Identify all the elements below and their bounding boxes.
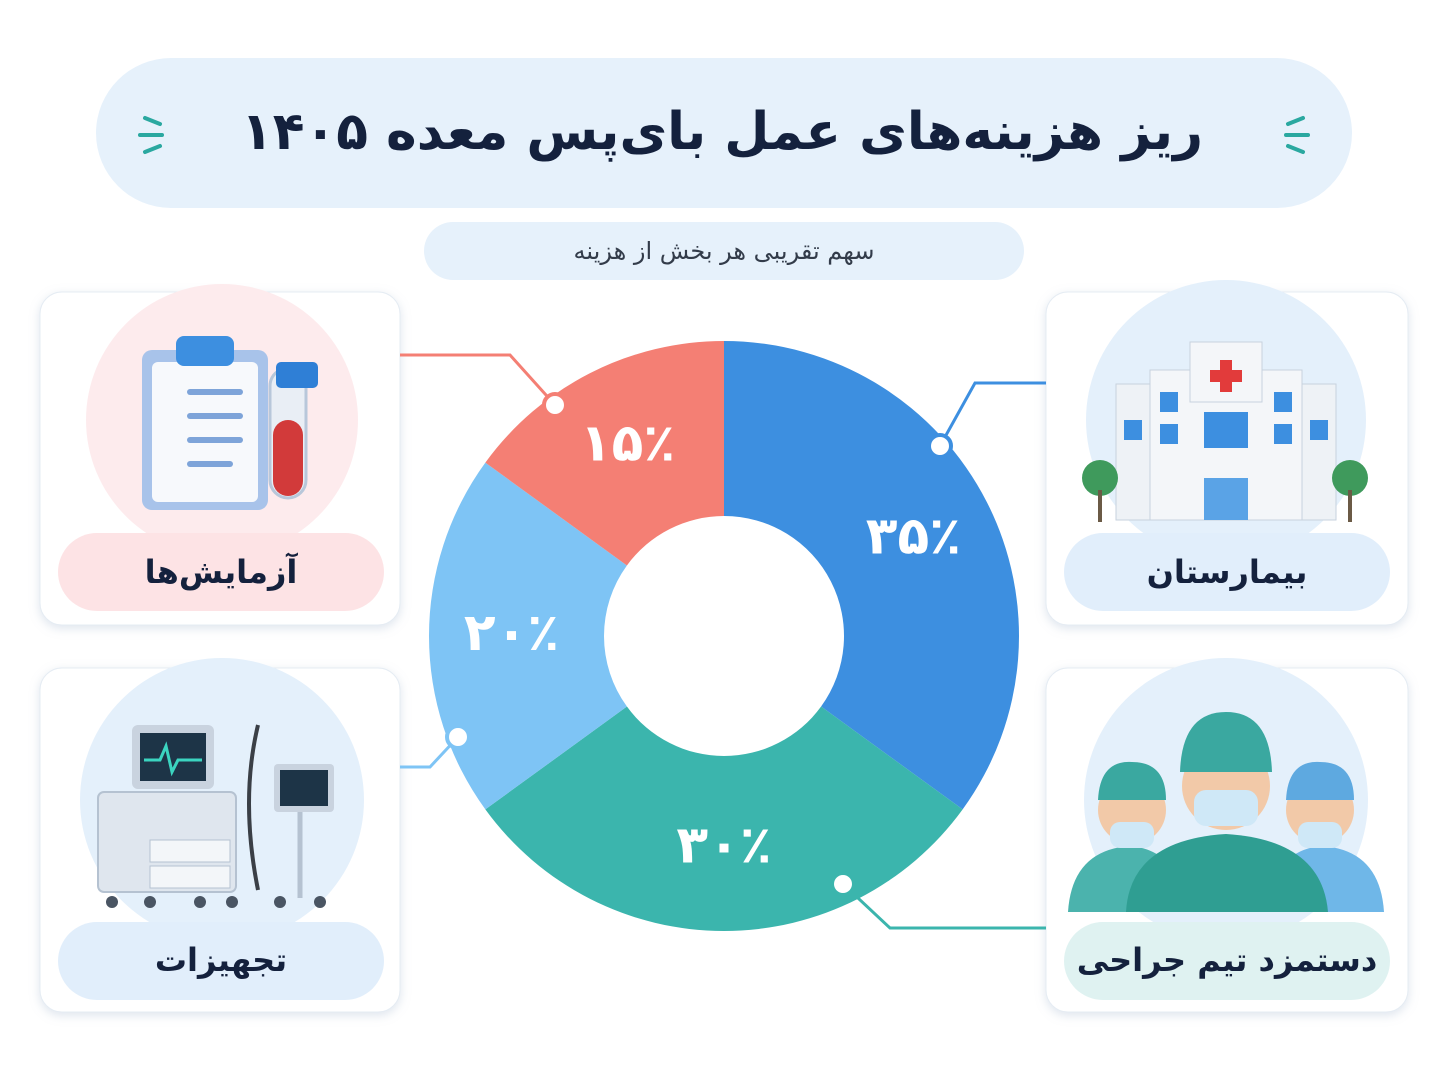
slice-label: ۳۵٪	[866, 507, 961, 567]
category-label: آزمایش‌ها	[145, 552, 299, 591]
donut-slice	[485, 341, 724, 566]
card-equipment: تجهیزات	[39, 658, 401, 1013]
connector-dots	[445, 392, 953, 897]
slice-label: ۳۰٪	[676, 816, 771, 876]
slice-label: ۲۰٪	[464, 603, 559, 663]
donut-chart: ۳۵٪ ۳۰٪ ۲۰٪ ۱۵٪	[429, 341, 1020, 931]
title-decor	[138, 116, 1310, 154]
card-surgical-team: دستمزد تیم جراحی	[1045, 658, 1409, 1013]
chart-subtitle: سهم تقریبی هر بخش از هزینه	[574, 237, 875, 265]
category-label: بیمارستان	[1147, 553, 1308, 591]
card-tests: آزمایش‌ها	[39, 284, 401, 626]
chart-title: ریز هزینه‌های عمل بای‌پس معده ۱۴۰۵	[241, 102, 1203, 162]
category-label: تجهیزات	[155, 941, 287, 979]
category-label: دستمزد تیم جراحی	[1077, 941, 1378, 979]
donut-slice	[429, 462, 627, 810]
title-banner	[96, 58, 1352, 208]
slice-label: ۱۵٪	[580, 414, 675, 474]
card-hospital: بیمارستان	[1045, 280, 1409, 626]
donut-slice	[724, 341, 1020, 810]
subtitle-pill	[424, 222, 1024, 280]
connectors	[400, 353, 1046, 930]
